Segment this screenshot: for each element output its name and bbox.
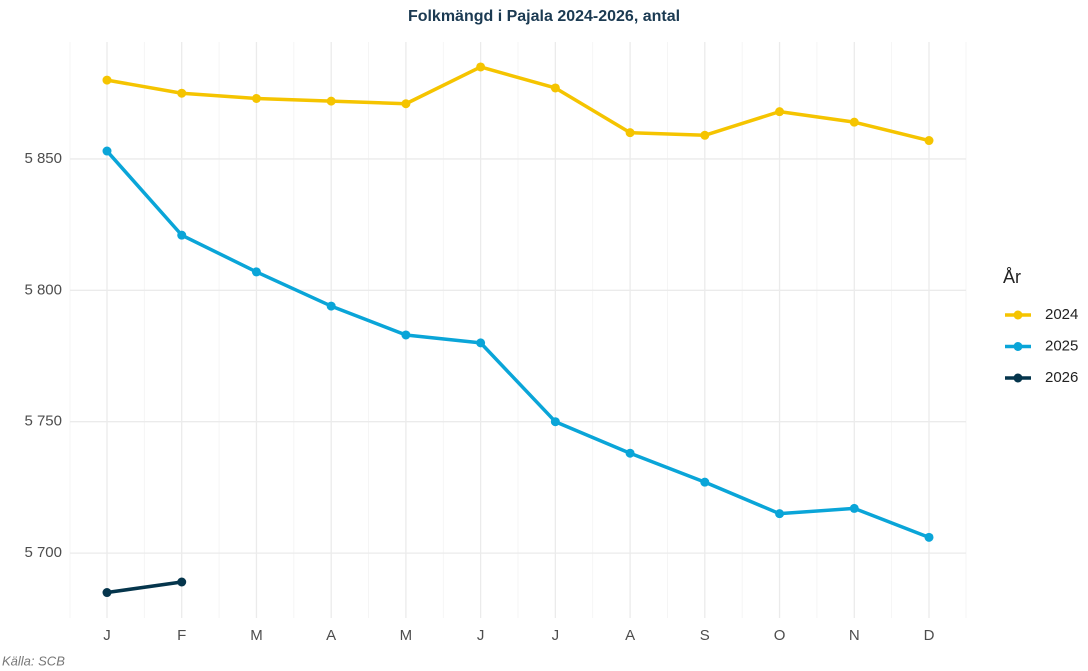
series-line [106, 65, 930, 143]
x-tick-label: A [625, 627, 635, 644]
point [550, 417, 560, 427]
legend-swatch-point [1013, 342, 1023, 351]
point [700, 477, 710, 487]
x-tick-label: J [477, 627, 485, 644]
series-line [105, 149, 930, 539]
point [924, 136, 934, 146]
point [251, 93, 261, 103]
x-tick-label: F [177, 627, 186, 644]
x-tick-label: D [924, 627, 935, 644]
x-tick-label: N [849, 627, 860, 644]
point [102, 146, 112, 156]
legend-label: 2024 [1045, 306, 1078, 323]
caption: Källa: SCB [2, 653, 65, 668]
point [775, 107, 785, 117]
legend-title: År [1003, 267, 1021, 287]
point [625, 128, 635, 138]
x-tick-label: M [400, 627, 413, 644]
series-line [106, 580, 182, 595]
legend-label: 2025 [1045, 337, 1078, 354]
x-tick-label: S [700, 627, 710, 644]
point [476, 62, 486, 72]
point [700, 130, 710, 140]
point [924, 532, 934, 542]
point [326, 96, 336, 106]
point [625, 448, 635, 458]
point [177, 577, 187, 587]
point [849, 503, 859, 513]
x-tick-label: J [103, 627, 111, 644]
x-tick-label: M [250, 627, 263, 644]
x-tick-label: J [552, 627, 560, 644]
point [177, 230, 187, 240]
point [775, 509, 785, 519]
point [177, 88, 187, 98]
x-tick-label: O [774, 627, 786, 644]
legend-label: 2026 [1045, 369, 1078, 386]
legend-swatch-point [1013, 310, 1023, 320]
point [251, 267, 261, 277]
point [476, 338, 486, 348]
y-tick-label: 5 850 [24, 150, 62, 167]
point [401, 99, 411, 109]
point [849, 117, 859, 127]
point [326, 301, 336, 311]
point [401, 330, 411, 340]
x-tick-label: A [326, 627, 336, 644]
legend-swatch-point [1013, 373, 1023, 383]
point [550, 83, 560, 93]
point [102, 588, 112, 598]
point [102, 75, 112, 85]
y-tick-label: 5 700 [24, 544, 62, 561]
y-tick-label: 5 750 [24, 413, 62, 430]
y-tick-label: 5 800 [24, 281, 62, 298]
chart-title: Folkmängd i Pajala 2024-2026, antal [408, 8, 680, 25]
